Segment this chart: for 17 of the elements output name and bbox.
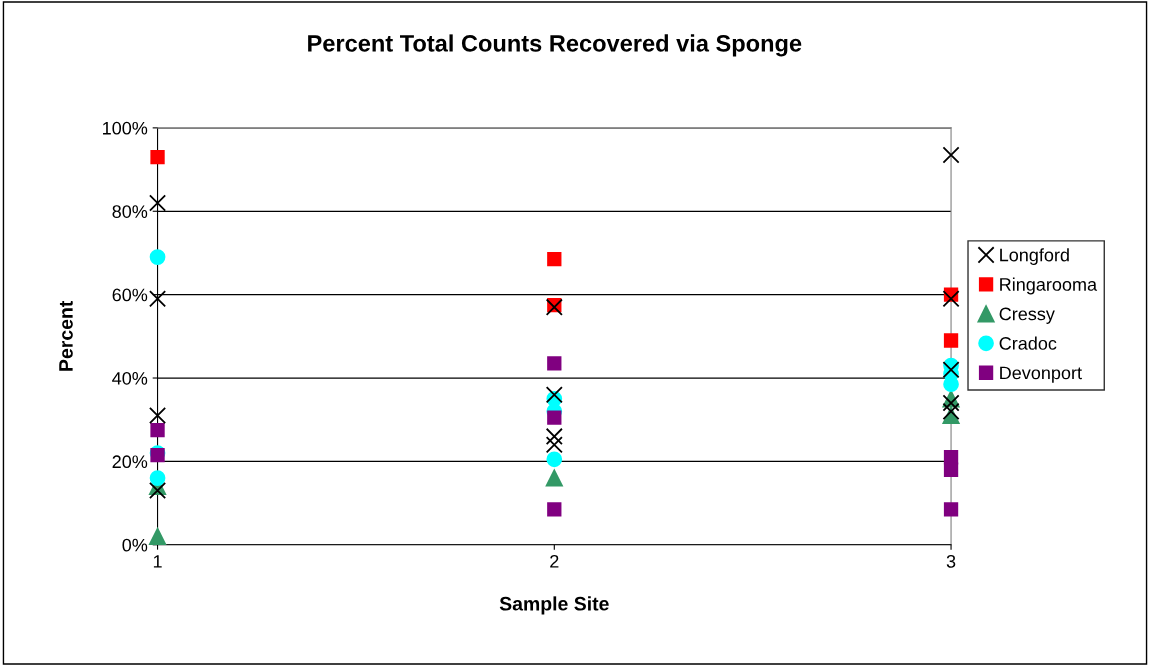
legend-label: Longford xyxy=(1000,248,1069,265)
y-tick-label: 100% xyxy=(103,121,148,135)
legend-label: Devonport xyxy=(1000,366,1082,383)
legend-label: Ringarooma xyxy=(1000,277,1098,295)
legend-label: Cradoc xyxy=(999,336,1057,350)
y-tick-label: 60% xyxy=(112,288,148,302)
legend-label: Cressy xyxy=(999,307,1055,324)
x-tick-label: 2 xyxy=(550,554,559,568)
y-tick-label: 0% xyxy=(122,538,148,552)
x-axis-title: Sample Site xyxy=(499,596,609,615)
x-tick-label: 3 xyxy=(946,554,956,568)
y-tick-label: 20% xyxy=(112,455,148,469)
y-tick-label: 40% xyxy=(112,371,148,385)
y-axis-title: Percent xyxy=(59,300,73,371)
x-tick-label: 1 xyxy=(153,555,162,568)
y-tick-label: 80% xyxy=(112,205,148,218)
chart-title: Percent Total Counts Recovered via Sponge xyxy=(308,34,802,57)
